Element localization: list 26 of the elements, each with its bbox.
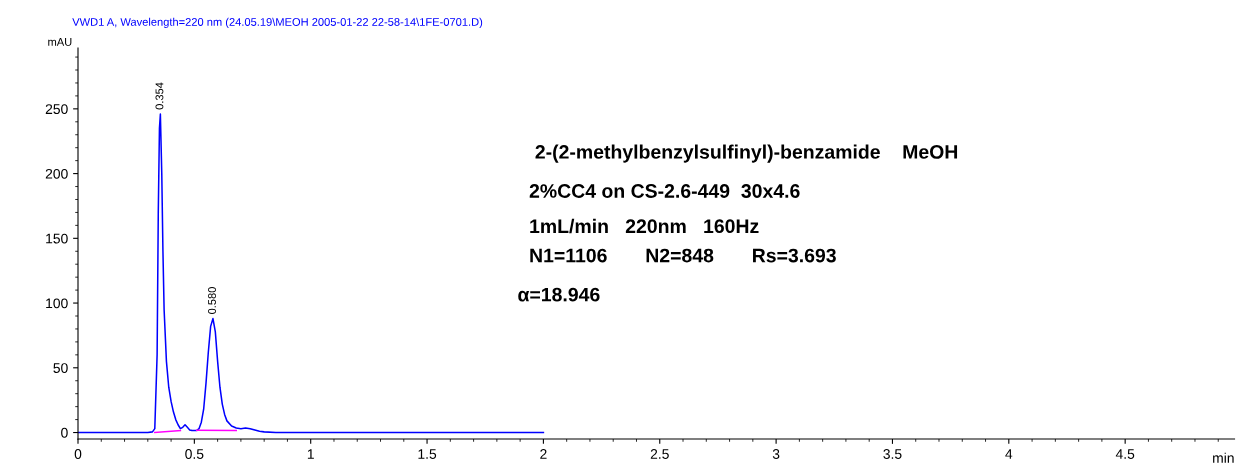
x-tick-label: 4	[1005, 449, 1013, 459]
chart-title: VWD1 A, Wavelength=220 nm (24.05.19\MEOH 2005-01-22 22-58-14\1FE-0701.D)	[72, 17, 483, 29]
x-tick-label: 3	[772, 449, 780, 459]
y-tick-label: 250	[45, 104, 68, 115]
annotation: 1mL/min 220nm 160Hz	[530, 218, 759, 234]
y-tick-label: 150	[46, 233, 68, 244]
x-tick-label: 2	[540, 449, 547, 459]
x-axis-title: min	[1213, 452, 1234, 463]
x-tick-label: 3.5	[883, 449, 902, 459]
annotation: 2-(2-methylbenzylsulfinyl)-benzamide MeOH	[535, 144, 958, 163]
y-axis-title: mAU	[48, 38, 72, 46]
y-tick-label: 50	[53, 363, 68, 373]
y-tick-label: 100	[46, 298, 68, 309]
y-tick-label: 0	[61, 427, 68, 438]
x-tick-label: 1	[307, 449, 314, 459]
x-tick-label: 2.5	[650, 449, 669, 459]
annotation: 0.580	[208, 287, 216, 314]
x-tick-label: 0	[74, 449, 82, 459]
x-tick-label: 4.5	[1115, 449, 1135, 459]
annotation: N1=1106 N2=848 Rs=3.693	[530, 248, 836, 263]
y-tick-label: 200	[45, 168, 68, 179]
x-tick-label: 0.5	[185, 449, 204, 459]
annotation: α=18.946	[518, 287, 600, 302]
annotation: 2%CC4 on CS-2.6-449 30x4.6	[529, 184, 800, 198]
annotation: 0.354	[155, 82, 164, 110]
x-tick-label: 1.5	[418, 449, 437, 459]
